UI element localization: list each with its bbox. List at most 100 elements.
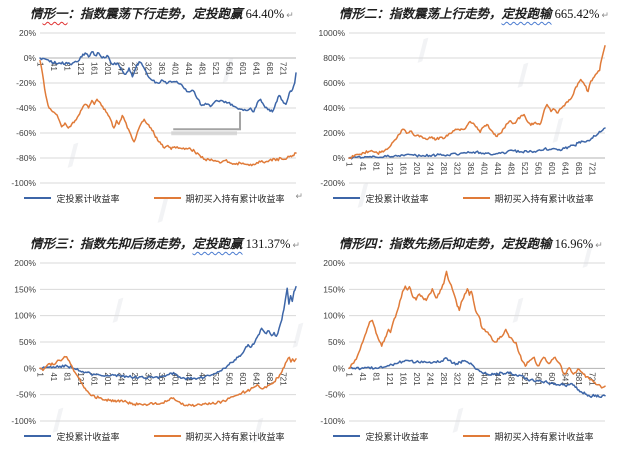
y-axis-tick-label: -200%	[320, 178, 345, 188]
x-axis-tick-label: 281	[130, 62, 139, 76]
title-value: 131.37%	[245, 237, 291, 251]
x-axis-tick-label: 401	[170, 62, 179, 76]
x-axis-tick-label: 81	[371, 162, 380, 171]
legend-item-dca: 定投累计收益率	[24, 192, 120, 205]
chart-legend-scenario-2: 定投累计收益率 期初买入持有累计收益率	[309, 190, 618, 206]
legend-label-buyhold: 期初买入持有累计收益率	[494, 431, 594, 442]
x-axis-tick-label: 401	[170, 372, 179, 386]
x-axis-tick-label: 121	[76, 62, 85, 76]
gridlines	[40, 262, 296, 422]
y-axis-tick-label: -20%	[16, 78, 36, 88]
x-axis-tick-label: 1	[36, 62, 45, 67]
chart-panel-scenario-2: 情形二：指数震荡上行走势，定投跑输 665.42% ↵ 1000% 800% 600%…	[309, 0, 618, 230]
title-value: 64.40%	[245, 7, 285, 21]
x-axis-tick-label: 401	[479, 372, 488, 386]
x-axis-tick-label: 441	[493, 162, 502, 176]
x-axis-tick-label: 401	[479, 162, 488, 176]
legend-label-dca: 定投累计收益率	[365, 431, 429, 442]
series-line-buyhold	[348, 45, 606, 160]
x-axis-tick-label: 521	[520, 162, 529, 176]
x-axis-tick-label: 321	[452, 162, 461, 176]
x-axis-tick-labels: 1 41 81 121 161 201 241 281 321 361 401 441 481 521 56…	[345, 162, 597, 176]
title-value: 665.42%	[554, 7, 600, 21]
y-axis-tick-label: -100%	[11, 178, 36, 188]
x-axis-tick-label: 1	[345, 162, 354, 167]
y-axis-tick-label: -50%	[325, 390, 345, 400]
x-axis-tick-label: 481	[197, 62, 206, 76]
x-axis-tick-label: 321	[143, 62, 152, 76]
x-axis-tick-label: 121	[385, 372, 394, 386]
title-text: 情形四：指数先扬后抑走势，定投跑输	[339, 237, 555, 251]
x-axis-tick-label: 521	[211, 62, 220, 76]
x-axis-tick-label: 81	[62, 62, 71, 71]
chart-panel-scenario-1: 情形一：指数震荡下行走势，定投跑赢 64.40% ↵ 20% 0% -20% -40% -…	[0, 0, 309, 230]
chart-title-scenario-2: 情形二：指数震荡上行走势，定投跑输 665.42% ↵	[339, 6, 614, 24]
y-axis-tick-label: 400%	[323, 103, 345, 113]
y-axis-tick-label: 50%	[19, 337, 36, 347]
x-axis-tick-label: 721	[278, 62, 287, 76]
legend-item-dca: 定投累计收益率	[24, 430, 120, 443]
series-line-dca	[39, 51, 297, 113]
x-axis-tick-label: 241	[425, 372, 434, 386]
series-line-buyhold	[348, 270, 606, 389]
chart-panel-scenario-4: 情形四：指数先扬后抑走势，定投跑输 16.96% ↵ 200% 150% 100% 50…	[309, 230, 618, 460]
x-axis-tick-label: 481	[506, 162, 515, 176]
x-axis-tick-label: 601	[547, 372, 556, 386]
x-axis-tick-label: 481	[506, 372, 515, 386]
x-axis-tick-label: 561	[533, 162, 542, 176]
legend-line-dca	[333, 197, 361, 199]
x-axis-tick-label: 241	[116, 372, 125, 386]
chart-title-scenario-3: 情形三：指数先抑后扬走势，定投跑赢 131.37% ↵	[30, 236, 305, 254]
chart-legend-scenario-3: 定投累计收益率 期初买入持有累计收益率	[0, 428, 309, 444]
y-axis-tick-label: 200%	[14, 258, 36, 268]
y-axis-tick-label: 0%	[24, 53, 37, 63]
y-axis-tick-label: 200%	[323, 258, 345, 268]
x-axis-tick-label: 281	[130, 372, 139, 386]
y-axis-tick-label: 150%	[323, 284, 345, 294]
y-axis-tick-label: -100%	[320, 416, 345, 426]
x-axis-tick-label: 361	[157, 372, 166, 386]
x-axis-tick-label: 41	[49, 62, 58, 71]
x-axis-tick-label: 441	[493, 372, 502, 386]
paragraph-mark: ↵	[601, 10, 609, 20]
x-axis-tick-label: 321	[452, 372, 461, 386]
series-line-buyhold	[39, 355, 297, 408]
legend-label-dca: 定投累计收益率	[365, 193, 429, 204]
x-axis-tick-label: 601	[547, 162, 556, 176]
y-axis-tick-label: 600%	[323, 78, 345, 88]
x-axis-tick-label: 641	[560, 372, 569, 386]
title-text: 情形二：指数震荡上行走势，	[339, 7, 502, 21]
x-axis-tick-label: 641	[251, 372, 260, 386]
chart-panel-scenario-3: 情形三：指数先抑后扬走势，定投跑赢 131.37% ↵ 200% 150% 100% 5…	[0, 230, 309, 460]
x-axis-tick-label: 161	[398, 162, 407, 176]
x-axis-tick-label: 361	[466, 162, 475, 176]
x-axis-tick-label: 561	[533, 372, 542, 386]
x-axis-tick-label: 441	[184, 372, 193, 386]
x-axis-tick-label: 41	[49, 372, 58, 381]
paragraph-mark: ↵	[595, 240, 603, 250]
x-axis-tick-label: 281	[439, 372, 448, 386]
title-text: 形一	[42, 7, 68, 21]
y-axis-tick-label: -60%	[16, 128, 36, 138]
gridlines	[349, 262, 605, 422]
legend-label-buyhold: 期初买入持有累计收益率	[494, 193, 594, 204]
legend-label-buyhold: 期初买入持有累计收益率	[185, 431, 285, 442]
y-axis-tick-label: 800%	[323, 53, 345, 63]
y-axis-tick-label: 100%	[14, 311, 36, 321]
chart-title-scenario-1: 情形一：指数震荡下行走势，定投跑赢 64.40% ↵	[30, 6, 305, 24]
legend-item-buyhold: 期初买入持有累计收益率	[462, 192, 594, 205]
legend-item-dca: 定投累计收益率	[333, 430, 429, 443]
x-axis-tick-label: 41	[358, 162, 367, 171]
y-axis-tick-label: 150%	[14, 284, 36, 294]
line-chart-scenario-3: 200% 150% 100% 50% 0% -50% -100% 1 41 81 121 161 201…	[2, 255, 302, 427]
paragraph-mark: ↵	[286, 10, 294, 20]
x-axis-tick-label: 601	[238, 62, 247, 76]
x-axis-tick-label: 201	[412, 162, 421, 176]
x-axis-tick-label: 641	[560, 162, 569, 176]
x-axis-tick-label: 161	[89, 62, 98, 76]
y-axis-tick-label: 200%	[323, 128, 345, 138]
paragraph-mark: ↵	[292, 240, 300, 250]
x-axis-tick-label: 721	[278, 372, 287, 386]
